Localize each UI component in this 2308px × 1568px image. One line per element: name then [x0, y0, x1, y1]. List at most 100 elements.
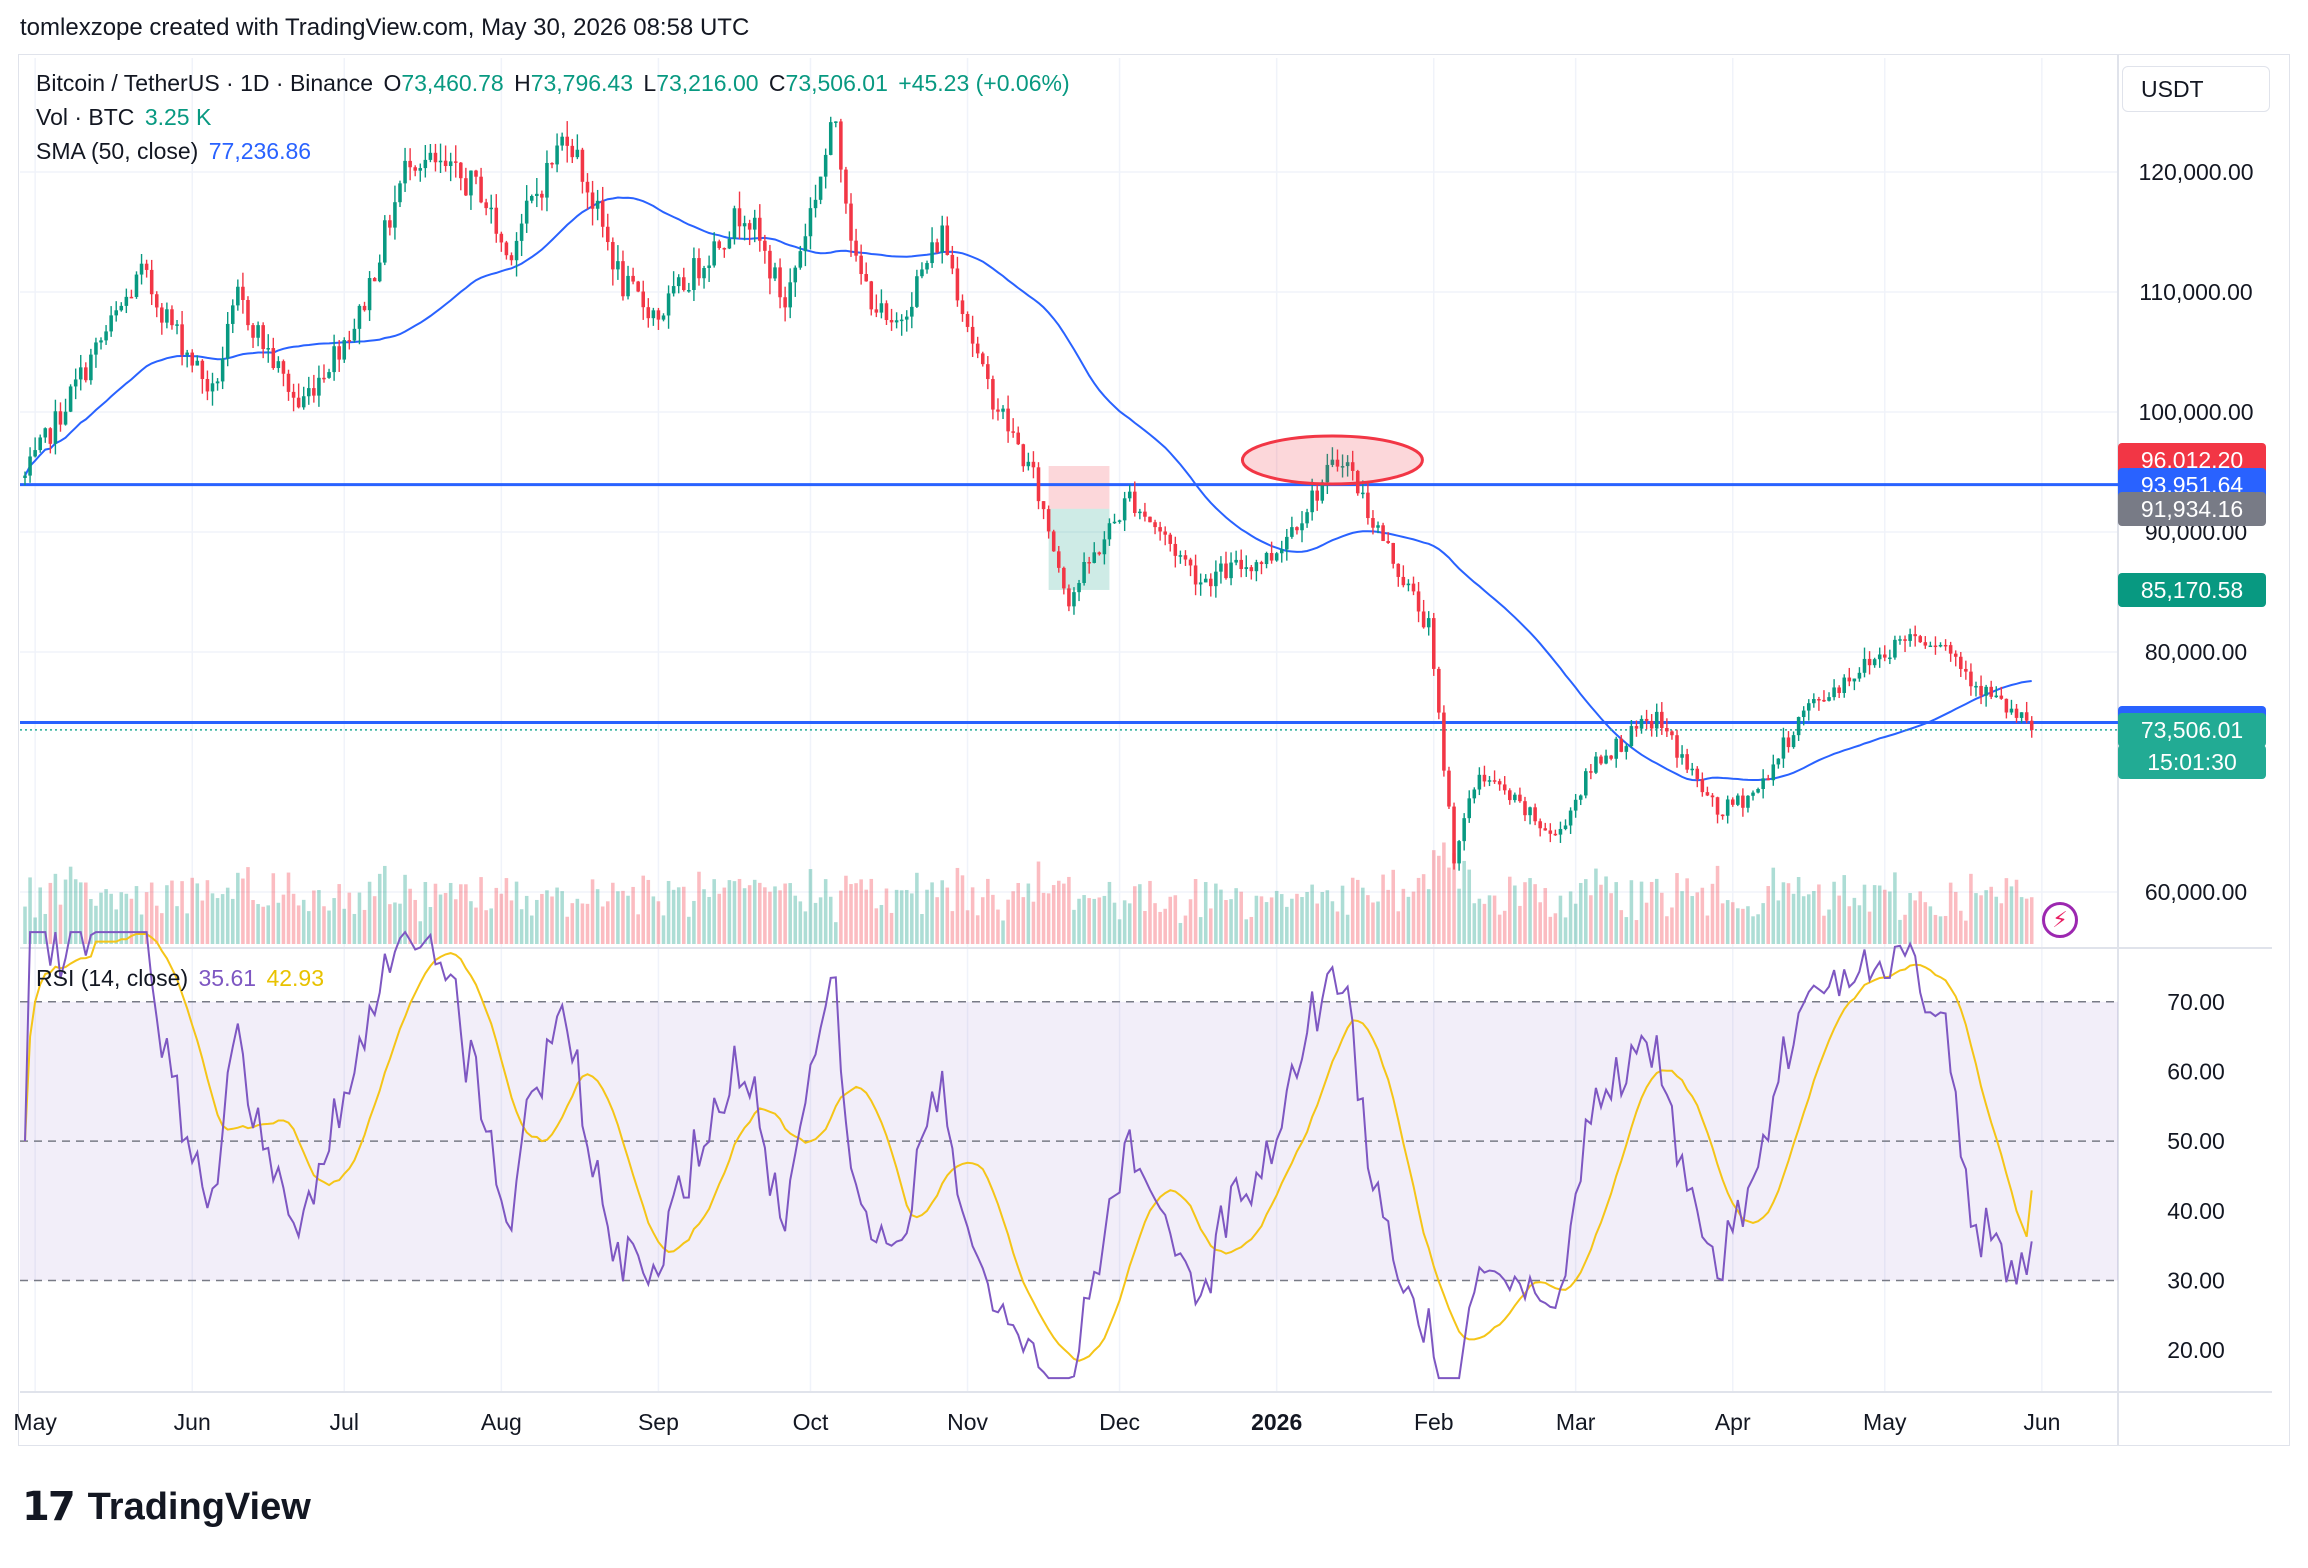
volume-bar: [185, 913, 189, 944]
volume-bar: [1274, 890, 1279, 944]
volume-bar: [403, 874, 407, 944]
candle-body: [1087, 561, 1091, 564]
volume-bar: [1913, 900, 1917, 944]
volume-bar: [1067, 876, 1071, 944]
volume-bar: [1487, 895, 1492, 944]
volume-bar: [834, 922, 838, 944]
candle-body: [1487, 780, 1492, 782]
candle-body: [950, 254, 955, 269]
rsi-legend: RSI (14, close) 35.61 42.93: [36, 965, 328, 992]
volume-bar: [1041, 892, 1046, 944]
volume-bar: [519, 909, 524, 944]
candle-body: [1999, 695, 2004, 699]
tradingview-logo[interactable]: 17 TradingView: [22, 1482, 311, 1532]
rsi-axis-label: 70.00: [2167, 989, 2225, 1015]
candle-body: [1660, 711, 1664, 729]
volume-bar: [965, 910, 970, 944]
volume-bar: [1254, 895, 1259, 944]
candle-body: [1462, 818, 1466, 842]
candle-body: [1649, 720, 1654, 729]
candle-body: [1416, 591, 1421, 612]
volume-bar: [773, 886, 777, 944]
candle-body: [2009, 708, 2014, 713]
volume-bar: [1178, 922, 1183, 944]
candle-body: [1847, 677, 1852, 682]
volume-label[interactable]: Vol · BTC: [36, 104, 135, 130]
volume-bar: [1751, 916, 1755, 944]
volume-bar: [246, 867, 250, 944]
volume-bar: [1401, 888, 1406, 944]
candle-body: [1882, 654, 1887, 658]
volume-bar: [1837, 895, 1841, 944]
volume-bar: [1016, 882, 1021, 944]
candle-body: [656, 310, 661, 320]
candle-body: [899, 319, 904, 322]
low-label: L: [643, 70, 657, 96]
volume-bar: [225, 887, 230, 944]
candle-body: [1366, 492, 1370, 519]
volume-bar: [1690, 896, 1694, 944]
currency-selector[interactable]: USDT: [2122, 66, 2270, 112]
volume-bar: [904, 889, 909, 944]
candle-body: [1219, 563, 1223, 572]
candle-body: [134, 274, 139, 297]
volume-bar: [1366, 895, 1370, 944]
volume-bar: [1523, 882, 1527, 944]
candle-body: [1806, 703, 1811, 711]
volume-bar: [940, 880, 944, 944]
candle-body: [499, 233, 504, 243]
volume-bar: [479, 877, 483, 944]
candle-body: [1604, 755, 1608, 764]
volume-bar: [555, 887, 559, 944]
volume-bar: [1528, 878, 1532, 944]
volume-bar: [33, 917, 37, 944]
candle-body: [1300, 523, 1304, 531]
volume-bar: [1335, 911, 1340, 944]
time-axis-label: Nov: [947, 1409, 988, 1435]
volume-bar: [1173, 895, 1178, 944]
candle-body: [1021, 444, 1026, 467]
volume-bar: [73, 879, 78, 944]
volume-bar: [261, 906, 265, 944]
volume-bar: [986, 878, 990, 944]
candle-body: [215, 381, 220, 384]
volume-bar: [205, 880, 210, 944]
open-label: O: [383, 70, 402, 96]
chart-panel[interactable]: [18, 54, 2290, 1446]
volume-bar: [1999, 903, 2004, 944]
volume-bar: [1710, 883, 1715, 944]
reward-zone-box[interactable]: [1048, 508, 1110, 590]
candle-body: [479, 176, 483, 203]
candle-body: [160, 307, 164, 323]
volume-bar: [1563, 917, 1568, 944]
candle-body: [1274, 553, 1279, 561]
symbol-title[interactable]: Bitcoin / TetherUS · 1D · Binance: [36, 70, 374, 96]
sma-label[interactable]: SMA (50, close): [36, 138, 199, 164]
candle-body: [646, 307, 651, 319]
candle-body: [1269, 552, 1274, 561]
volume-bar: [1558, 895, 1563, 944]
volume-bar: [241, 878, 245, 944]
risk-zone-box[interactable]: [1048, 466, 1110, 509]
volume-bar: [768, 891, 772, 944]
volume-bar: [170, 880, 174, 944]
rsi-label[interactable]: RSI (14, close): [36, 965, 189, 991]
candle-body: [793, 267, 798, 283]
volume-bar: [1482, 903, 1487, 944]
candle-body: [859, 255, 863, 275]
candle-body: [1401, 576, 1406, 586]
candle-body: [1264, 552, 1269, 565]
lightning-icon[interactable]: ⚡: [2042, 902, 2078, 938]
volume-bar: [1538, 902, 1542, 944]
volume-bar: [702, 889, 706, 944]
volume-bar: [1898, 919, 1902, 944]
volume-bar: [1629, 880, 1634, 944]
candle-body: [210, 383, 215, 392]
highlight-ellipse[interactable]: [1240, 434, 1424, 486]
candle-body: [1198, 582, 1203, 585]
volume-bar: [1660, 892, 1664, 944]
volume-bar: [980, 897, 985, 944]
volume-bar: [1320, 892, 1325, 944]
candle-body: [1786, 737, 1791, 748]
